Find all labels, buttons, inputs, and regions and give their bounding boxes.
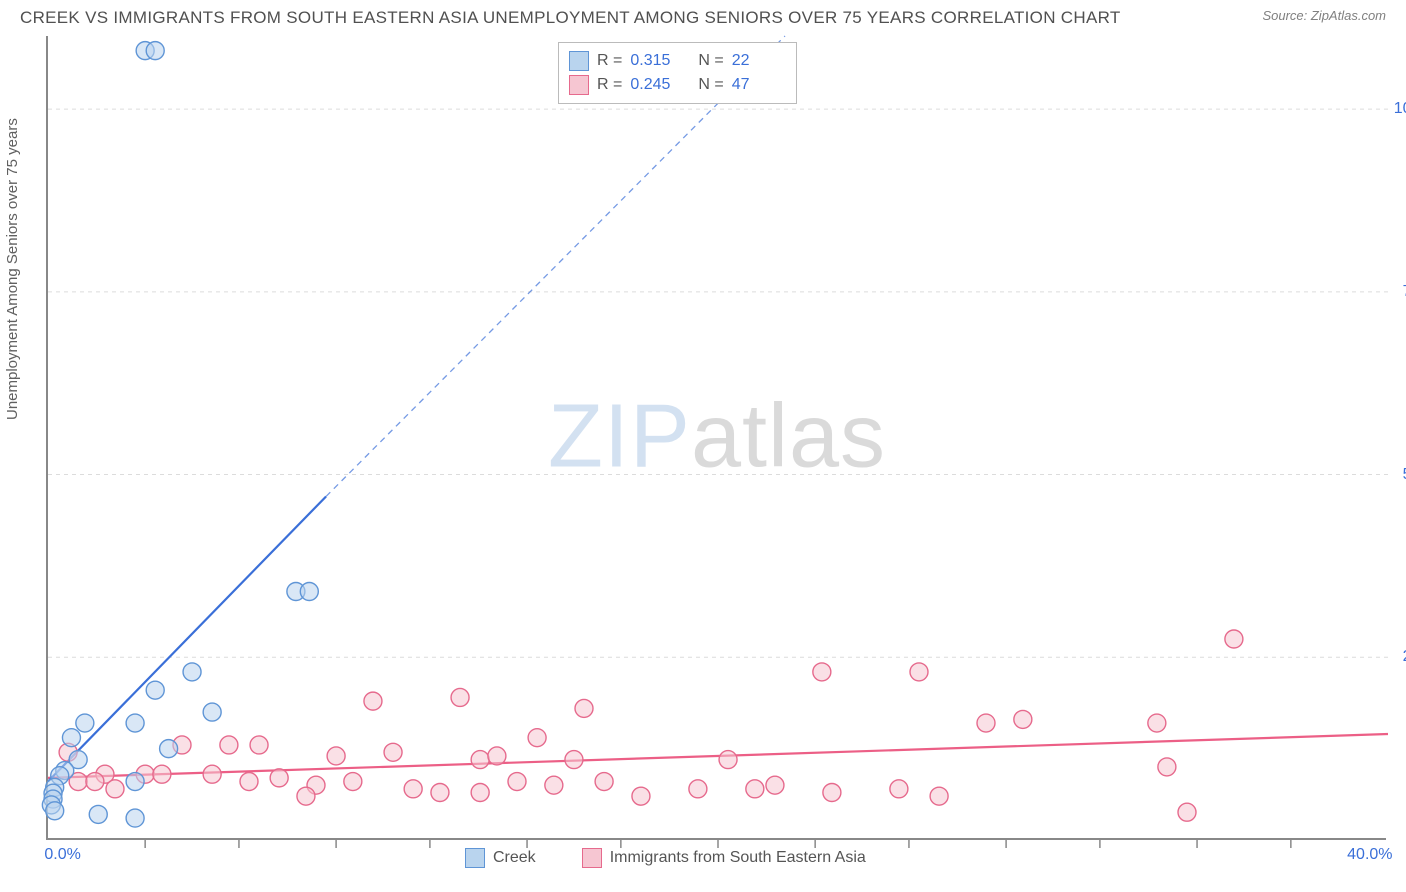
swatch-immigrants (569, 75, 589, 95)
x-tick-label: 40.0% (1347, 846, 1392, 864)
chart-title: CREEK VS IMMIGRANTS FROM SOUTH EASTERN A… (20, 8, 1121, 28)
y-tick-label: 100.0% (1394, 100, 1406, 118)
correlation-legend: R = 0.315 N = 22 R = 0.245 N = 47 (558, 42, 797, 104)
series-legend: Creek Immigrants from South Eastern Asia (465, 848, 866, 868)
swatch-immigrants (582, 848, 602, 868)
legend-row-immigrants: R = 0.245 N = 47 (569, 73, 786, 97)
swatch-creek (465, 848, 485, 868)
y-axis-label: Unemployment Among Seniors over 75 years (4, 118, 21, 420)
y-tick-label: 25.0% (1403, 648, 1406, 666)
n-value-creek: 22 (732, 52, 786, 70)
x-tick-label: 0.0% (44, 846, 80, 864)
swatch-creek (569, 51, 589, 71)
source-attribution: Source: ZipAtlas.com (1262, 8, 1386, 23)
r-label: R = (597, 76, 622, 94)
legend-row-creek: R = 0.315 N = 22 (569, 49, 786, 73)
plot-area: ZIPatlas R = 0.315 N = 22 R = 0.245 N = … (46, 36, 1386, 840)
r-label: R = (597, 52, 622, 70)
y-tick-label: 50.0% (1403, 466, 1406, 484)
legend-label-creek: Creek (493, 849, 536, 867)
n-label: N = (698, 76, 723, 94)
r-value-creek: 0.315 (630, 52, 684, 70)
y-tick-label: 75.0% (1403, 283, 1406, 301)
r-value-immigrants: 0.245 (630, 76, 684, 94)
n-value-immigrants: 47 (732, 76, 786, 94)
chart-svg (48, 36, 1388, 840)
n-label: N = (698, 52, 723, 70)
legend-label-immigrants: Immigrants from South Eastern Asia (610, 849, 866, 867)
